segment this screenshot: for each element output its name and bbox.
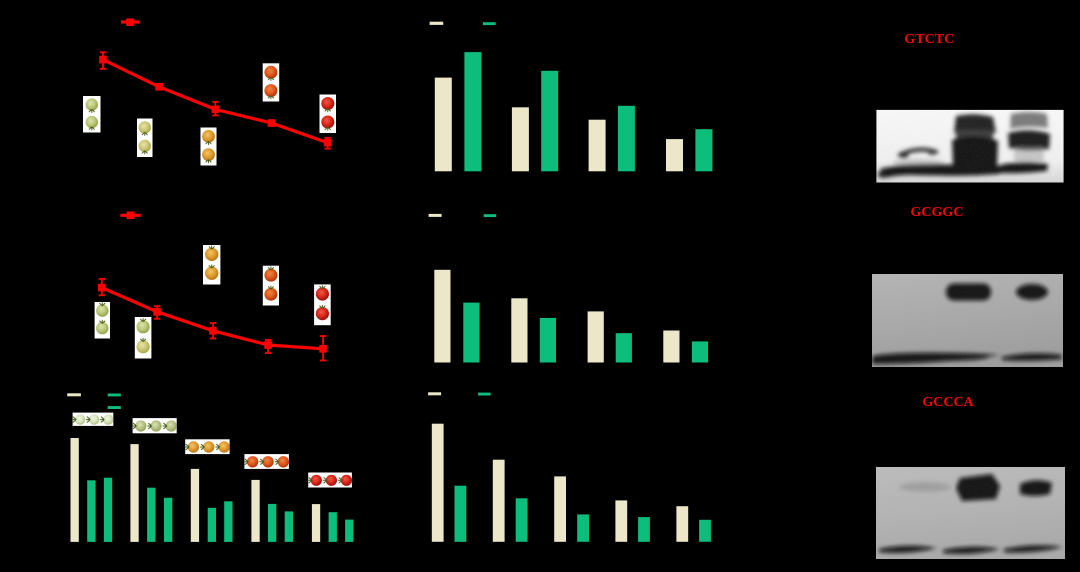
- svg-text:GCCCA: GCCCA: [922, 395, 974, 410]
- svg-text:GCGGC: GCGGC: [911, 205, 964, 220]
- svg-text:GTCTC: GTCTC: [904, 32, 954, 47]
